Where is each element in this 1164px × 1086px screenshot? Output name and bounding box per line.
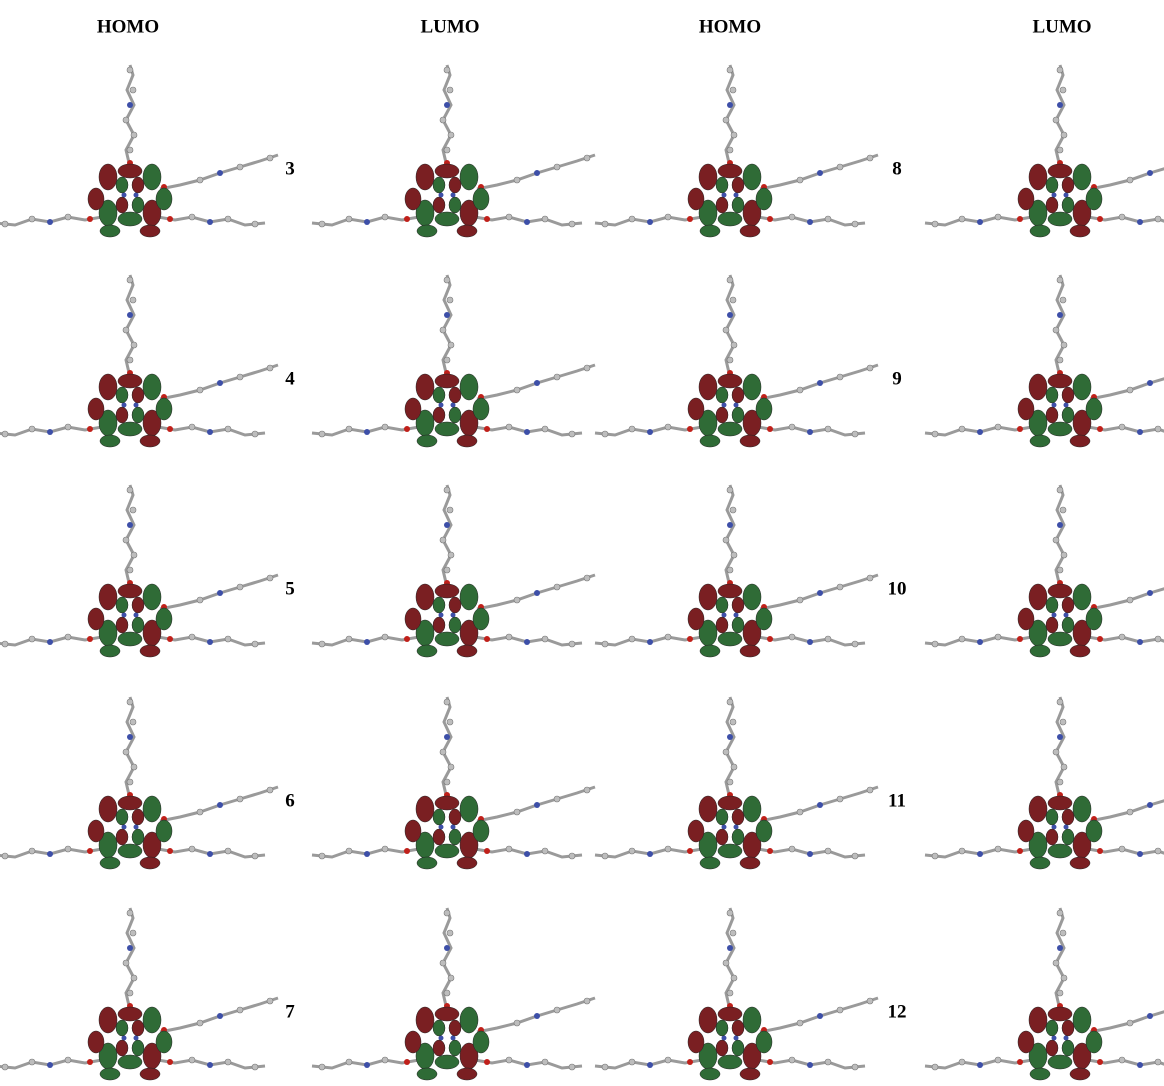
molecule [595,275,878,447]
column-header: LUMO [1032,16,1091,37]
row-label: 10 [888,578,907,599]
column-header: HOMO [97,16,159,37]
molecule [312,485,595,657]
row-label: 6 [285,790,295,811]
molecule [595,697,878,869]
molecule [0,65,278,237]
molecule [925,65,1164,237]
molecule [595,65,878,237]
molecule [312,65,595,237]
molecule [925,697,1164,869]
row-label: 7 [285,1001,295,1022]
molecule [925,908,1164,1080]
molecule [312,697,595,869]
molecule [0,908,278,1080]
molecule [312,908,595,1080]
molecule [0,485,278,657]
molecule [312,275,595,447]
molecule [595,908,878,1080]
column-header: HOMO [699,16,761,37]
figure: HOMO LUMO HOMO LUMO 3 8 4 9 5 10 6 11 7 12 [0,0,1164,1086]
row-label: 3 [285,158,295,179]
row-label: 12 [888,1001,907,1022]
row-label: 5 [285,578,295,599]
molecule [0,697,278,869]
column-header: LUMO [420,16,479,37]
row-label: 8 [892,158,902,179]
row-label: 4 [285,368,295,389]
molecule [0,275,278,447]
row-label: 11 [888,790,906,811]
molecule [595,485,878,657]
molecule [925,485,1164,657]
molecule [925,275,1164,447]
row-label: 9 [892,368,902,389]
